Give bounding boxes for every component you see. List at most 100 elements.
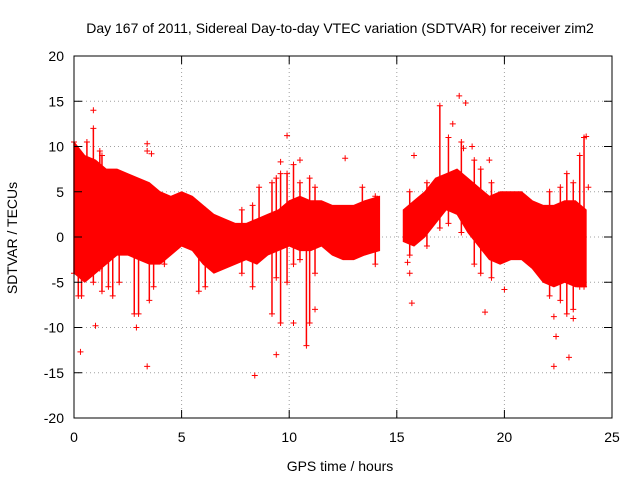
- data-point: [150, 197, 157, 204]
- data-point-outlier: [144, 148, 151, 155]
- data-point: [406, 252, 413, 259]
- data-point-outlier: [312, 306, 319, 313]
- data-point: [436, 224, 443, 231]
- data-point: [109, 292, 116, 299]
- data-point: [109, 170, 116, 177]
- data-point: [471, 157, 478, 164]
- x-tick-label: 0: [70, 429, 78, 445]
- data-point: [423, 243, 430, 250]
- data-point: [296, 256, 303, 263]
- data-point-outlier: [77, 348, 84, 355]
- data-point-outlier: [90, 107, 97, 114]
- data-point: [131, 179, 138, 186]
- data-point: [477, 270, 484, 277]
- data-point: [563, 310, 570, 317]
- data-point-outlier: [570, 315, 577, 322]
- data-point: [471, 261, 478, 268]
- data-point-outlier: [486, 157, 493, 164]
- data-point: [268, 310, 275, 317]
- data-point: [570, 306, 577, 313]
- data-band-morning: [73, 140, 381, 283]
- data-point-outlier: [92, 322, 99, 329]
- data-point: [273, 274, 280, 281]
- data-point-outlier: [449, 120, 456, 127]
- x-tick-label: 25: [604, 429, 620, 445]
- y-tick-label: 5: [56, 184, 64, 200]
- data-points: [71, 92, 592, 379]
- data-point: [146, 193, 153, 200]
- data-point-outlier: [411, 152, 418, 159]
- data-point: [273, 175, 280, 182]
- data-point: [249, 202, 256, 209]
- data-point: [296, 179, 303, 186]
- data-point-outlier: [277, 158, 284, 165]
- data-point-outlier: [273, 351, 280, 358]
- data-point: [306, 319, 313, 326]
- data-point: [105, 175, 112, 182]
- data-point-outlier: [404, 259, 411, 266]
- data-point-outlier: [469, 143, 476, 150]
- data-point: [372, 193, 379, 200]
- y-tick-label: -5: [52, 274, 65, 290]
- x-axis-title: GPS time / hours: [287, 458, 394, 474]
- data-point: [78, 166, 85, 173]
- data-point: [372, 261, 379, 268]
- data-point: [557, 297, 564, 304]
- data-point: [477, 166, 484, 173]
- data-point: [458, 138, 465, 145]
- data-point: [312, 270, 319, 277]
- data-point: [312, 184, 319, 191]
- data-point: [202, 283, 209, 290]
- data-point-outlier: [583, 133, 590, 140]
- data-point: [116, 279, 123, 286]
- data-point: [563, 170, 570, 177]
- data-point: [195, 288, 202, 295]
- data-point: [277, 319, 284, 326]
- data-point: [406, 188, 413, 195]
- data-point-outlier: [553, 333, 560, 340]
- data-point: [135, 310, 142, 317]
- chart-title: Day 167 of 2011, Sidereal Day-to-day VTE…: [86, 20, 594, 36]
- y-tick-label: -15: [44, 365, 64, 381]
- y-tick-label: 10: [48, 139, 64, 155]
- data-point: [161, 197, 168, 204]
- y-tick-label: -20: [44, 410, 64, 426]
- data-point: [488, 274, 495, 281]
- data-point: [116, 175, 123, 182]
- data-point: [303, 342, 310, 349]
- data-point-outlier: [284, 132, 291, 139]
- data-point: [557, 184, 564, 191]
- data-point-outlier: [456, 92, 463, 99]
- data-point: [570, 179, 577, 186]
- data-point: [445, 134, 452, 141]
- y-tick-label: 0: [56, 229, 64, 245]
- data-point: [256, 184, 263, 191]
- data-point-outlier: [406, 270, 413, 277]
- data-point: [83, 138, 90, 145]
- data-point: [290, 161, 297, 168]
- data-point: [78, 292, 85, 299]
- data-point: [277, 170, 284, 177]
- y-tick-label: -10: [44, 320, 64, 336]
- data-point-outlier: [565, 354, 572, 361]
- data-point-outlier: [408, 300, 415, 307]
- data-point: [96, 148, 103, 155]
- axis-ticks: 0 5 10 15 20 25 -20 -15 -10 -5 0 5 10 15 20: [44, 48, 620, 445]
- data-point: [546, 188, 553, 195]
- data-point: [90, 125, 97, 132]
- data-point: [581, 283, 588, 290]
- data-point: [268, 179, 275, 186]
- data-point: [161, 261, 168, 268]
- data-point-outlier: [585, 184, 592, 191]
- data-point: [238, 206, 245, 213]
- data-point-outlier: [460, 145, 467, 152]
- x-tick-label: 15: [389, 429, 405, 445]
- data-point-outlier: [462, 100, 469, 107]
- data-point: [202, 206, 209, 213]
- data-point: [445, 220, 452, 227]
- data-point: [238, 270, 245, 277]
- data-point: [306, 175, 313, 182]
- data-point: [303, 202, 310, 209]
